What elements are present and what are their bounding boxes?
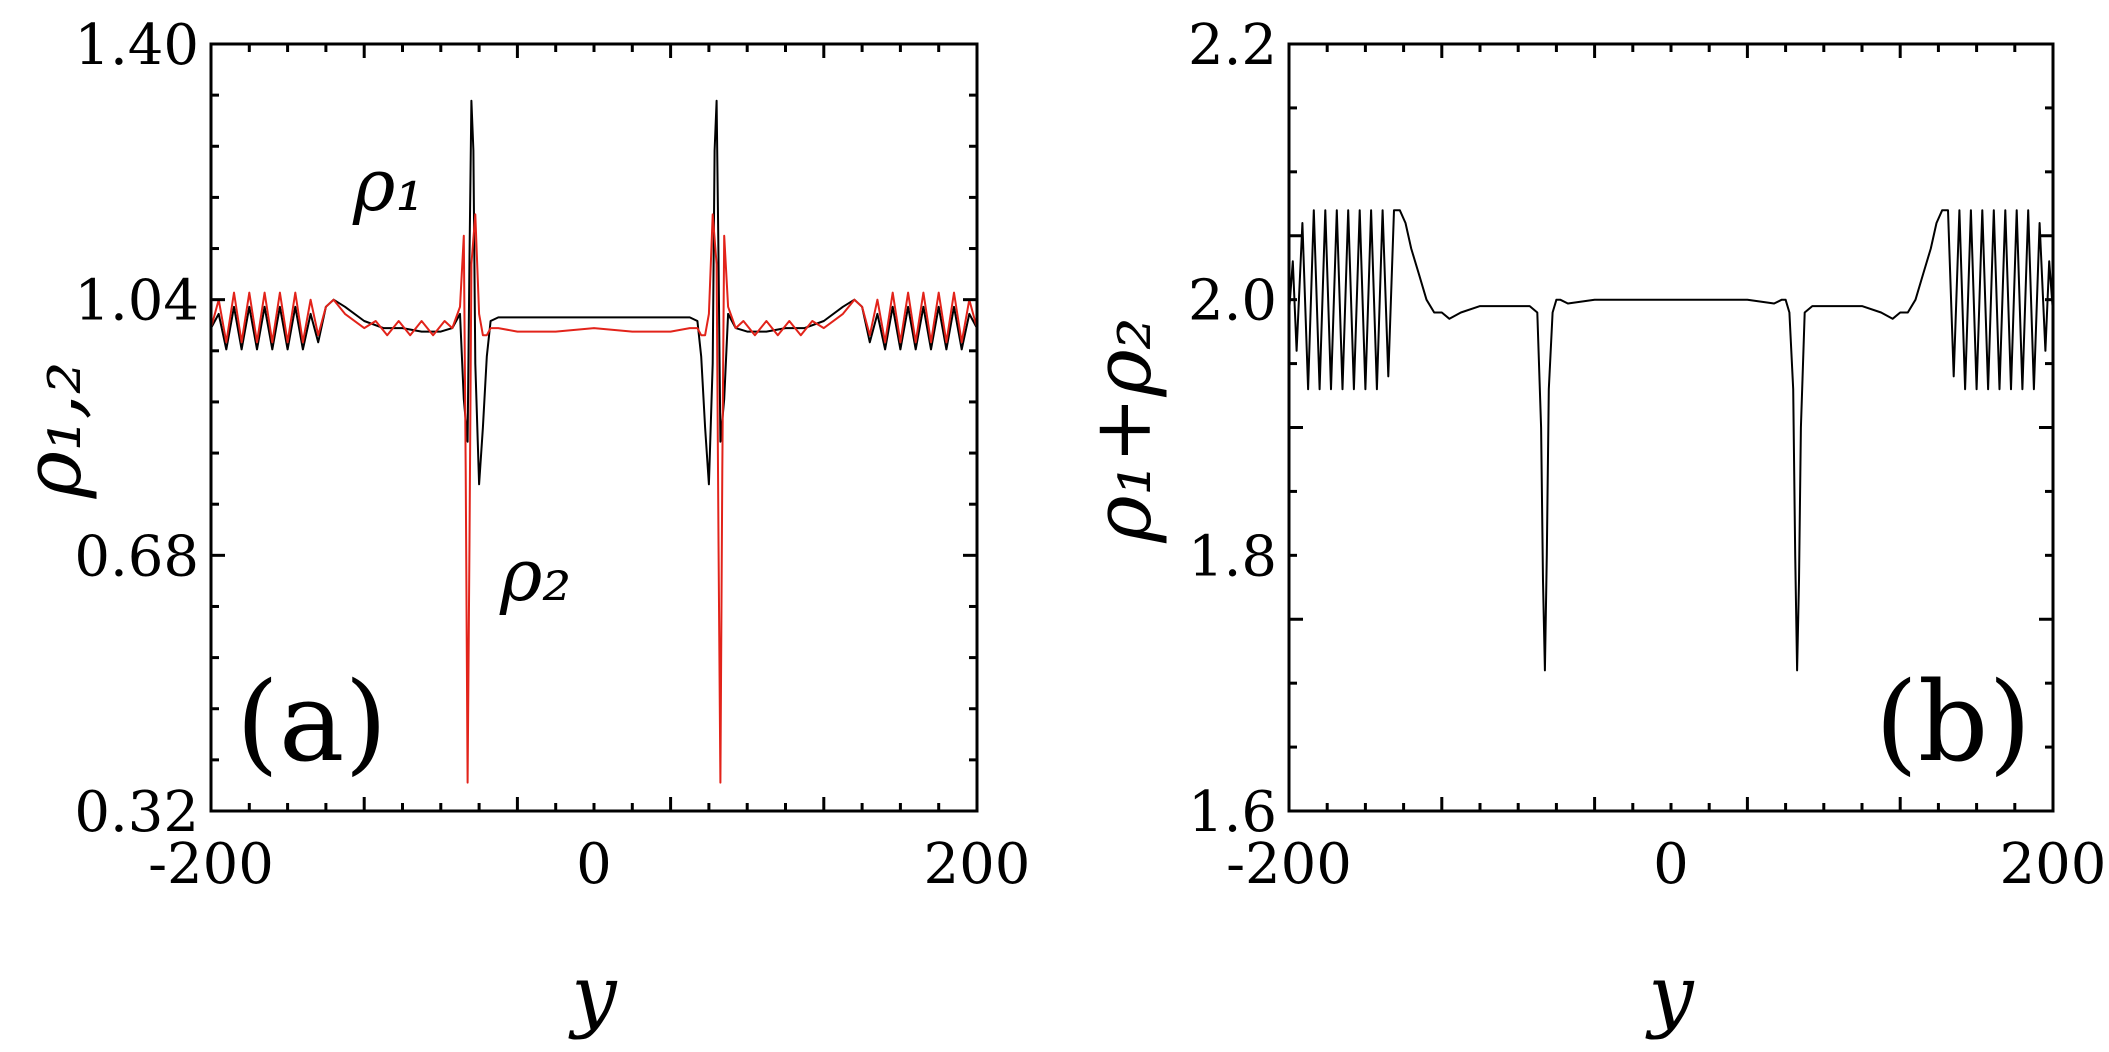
panel-b-label: (b): [1875, 658, 2031, 786]
panel-b-ylabel: ρ₁+ρ₂: [1076, 317, 1169, 543]
panel-b-xlabel: y: [1645, 948, 1695, 1041]
panel-a: -200 0 200 1.40 1.04 0.68 0.32 y ρ₁,₂ (a) ρ₁ ρ…: [6, 13, 1030, 1041]
y-tick-label: 1.40: [74, 13, 199, 78]
x-tick-label: 0: [1653, 832, 1689, 897]
y-tick-label: 1.8: [1188, 524, 1277, 589]
panel-a-series-1-line: [210, 213, 978, 784]
x-tick-label: -200: [148, 832, 274, 897]
y-tick-label: 2.0: [1188, 269, 1277, 334]
panel-b-tick-labels: -200 0 200 2.2 2.0 1.8 1.6: [1188, 13, 2107, 897]
x-tick-label: 200: [924, 832, 1031, 897]
y-tick-label: 0.32: [74, 780, 199, 845]
rho1-annotation: ρ₁: [352, 143, 424, 227]
panel-b-series-0-line: [1288, 209, 2054, 672]
rho2-annotation: ρ₂: [499, 533, 571, 617]
panel-b-ticks: [1287, 42, 2055, 813]
panel-b: -200 0 200 2.2 2.0 1.8 1.6 y ρ₁+ρ₂ (b): [1076, 13, 2106, 1041]
panel-a-xlabel: y: [568, 948, 618, 1041]
y-tick-label: 1.6: [1188, 780, 1277, 845]
panel-a-series-0-line: [210, 99, 978, 486]
panel-a-series: [210, 99, 978, 784]
x-tick-label: -200: [1226, 832, 1352, 897]
y-tick-label: 2.2: [1188, 13, 1277, 78]
x-tick-label: 0: [576, 832, 612, 897]
panel-b-series: [1288, 209, 2054, 672]
y-tick-label: 0.68: [74, 524, 199, 589]
panel-a-label: (a): [236, 658, 387, 786]
y-tick-label: 1.04: [74, 269, 199, 334]
panel-a-tick-labels: -200 0 200 1.40 1.04 0.68 0.32: [74, 13, 1030, 897]
x-tick-label: 200: [2000, 832, 2107, 897]
panel-a-ticks: [209, 42, 979, 813]
panel-a-ylabel: ρ₁,₂: [6, 362, 99, 500]
